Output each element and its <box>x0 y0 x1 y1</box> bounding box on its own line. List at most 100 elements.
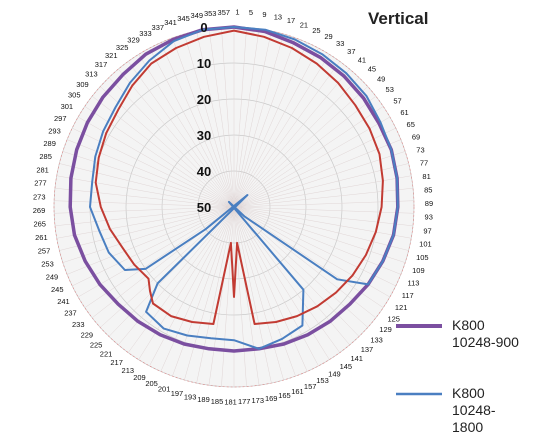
grid-spoke <box>77 206 235 298</box>
angle-tick-label: 289 <box>43 139 56 148</box>
angle-tick-label: 245 <box>51 285 64 294</box>
angle-tick-label: 341 <box>164 18 177 27</box>
angle-tick-label: 65 <box>407 120 415 129</box>
grid-spoke <box>149 206 235 367</box>
angle-tick-label: 29 <box>324 32 332 41</box>
grid-spoke <box>233 33 284 208</box>
angle-tick-label: 129 <box>379 325 392 334</box>
radial-tick-label: 50 <box>197 200 211 215</box>
grid-spoke <box>72 206 235 287</box>
grid-spoke <box>184 206 235 381</box>
grid-spoke <box>84 106 235 208</box>
radial-tick-labels: 0 10 20 30 40 50 <box>197 20 211 215</box>
angle-tick-labels: 1 5 9 13 17 212529333741454953576165697377818… <box>33 8 433 407</box>
angle-tick-label: 205 <box>145 379 158 388</box>
grid-spoke <box>233 27 247 208</box>
legend-label: 10248- <box>452 402 496 418</box>
angle-tick-label: 213 <box>122 366 135 375</box>
angle-tick-label: 161 <box>291 387 304 396</box>
grid-spoke <box>233 200 414 208</box>
angle-tick-label: 237 <box>64 309 77 318</box>
angle-tick-label: 193 <box>184 393 197 402</box>
angle-tick-label: 165 <box>278 391 291 400</box>
grid-spoke <box>118 68 235 208</box>
angle-tick-label: 41 <box>358 55 366 64</box>
angle-tick-label: 45 <box>368 65 376 74</box>
grid-spoke <box>127 206 235 353</box>
grid-spoke <box>233 86 368 208</box>
angle-tick-label: 69 <box>412 133 420 142</box>
legend-label: 1800 <box>452 419 483 435</box>
angle-tick-label: 149 <box>328 370 341 379</box>
grid-spoke <box>221 206 235 387</box>
angle-tick-label: 77 <box>420 159 428 168</box>
grid-spoke <box>233 206 260 386</box>
grid-spoke <box>233 206 272 384</box>
angle-tick-label: 345 <box>177 14 190 23</box>
radial-tick-label: 30 <box>197 128 211 143</box>
angle-tick-label: 145 <box>340 362 353 371</box>
grid-spoke <box>233 206 319 367</box>
series-line-1 <box>68 25 400 353</box>
grid-spoke <box>54 187 235 208</box>
grid-spoke <box>233 206 401 275</box>
grid-spoke <box>233 206 330 360</box>
radial-tick-label: 10 <box>197 56 211 71</box>
grid-spoke <box>233 37 296 208</box>
grid-spoke <box>184 33 235 208</box>
angle-tick-label: 157 <box>304 382 317 391</box>
grid-spoke <box>77 116 235 208</box>
angle-tick-label: 317 <box>95 60 108 69</box>
grid-spoke <box>108 77 235 208</box>
series-line-2 <box>89 26 399 350</box>
angle-tick-label: 301 <box>61 102 74 111</box>
angle-tick-label: 17 <box>287 16 295 25</box>
grid-spoke <box>67 206 235 275</box>
angle-tick-label: 105 <box>416 253 429 262</box>
grid-spoke <box>233 206 406 263</box>
grid-spoke <box>233 95 376 208</box>
angle-tick-label: 269 <box>33 206 46 215</box>
grid-spoke <box>160 42 235 208</box>
grid-spoke <box>233 206 341 353</box>
angle-tick-label: 309 <box>76 80 89 89</box>
angle-tick-label: 113 <box>408 279 420 288</box>
angle-tick-label: 249 <box>46 272 59 281</box>
grid-spoke <box>84 206 235 308</box>
grid-spoke <box>233 206 414 214</box>
angle-tick-label: 189 <box>197 395 210 404</box>
angle-tick-label: 125 <box>387 314 400 323</box>
angle-tick-label: 329 <box>127 35 140 44</box>
grid-spoke <box>233 206 384 308</box>
grid-spoke <box>56 175 235 208</box>
outer-ring <box>53 26 415 388</box>
grid-spoke <box>149 47 235 208</box>
grid-spoke <box>233 206 247 387</box>
grid-spoke <box>233 206 414 227</box>
grid-spoke <box>233 206 391 298</box>
grid-spoke <box>233 106 384 208</box>
angle-tick-label: 117 <box>402 291 414 300</box>
angle-tick-label: 81 <box>422 172 430 181</box>
grid-spoke <box>172 37 235 208</box>
chart-title: Vertical <box>368 9 429 28</box>
angle-tick-label: 181 <box>224 397 237 406</box>
grid-spoke <box>233 77 360 208</box>
angle-tick-label: 53 <box>386 85 394 94</box>
grid-spoke <box>233 206 409 251</box>
angle-tick-label: 333 <box>139 29 152 38</box>
angle-tick-label: 281 <box>36 165 49 174</box>
grid-spoke <box>62 206 235 263</box>
series-line-3 <box>94 29 384 325</box>
grid-spoke <box>54 200 235 208</box>
angle-tick-label: 25 <box>312 26 320 35</box>
grid-spoke <box>62 151 235 208</box>
angle-tick-label: 1 <box>235 8 239 17</box>
legend-label: K800 <box>452 317 485 333</box>
grid-spoke <box>233 206 308 372</box>
grid-spoke <box>100 86 235 208</box>
grid-spoke <box>127 61 235 208</box>
grid-spoke <box>160 206 235 372</box>
